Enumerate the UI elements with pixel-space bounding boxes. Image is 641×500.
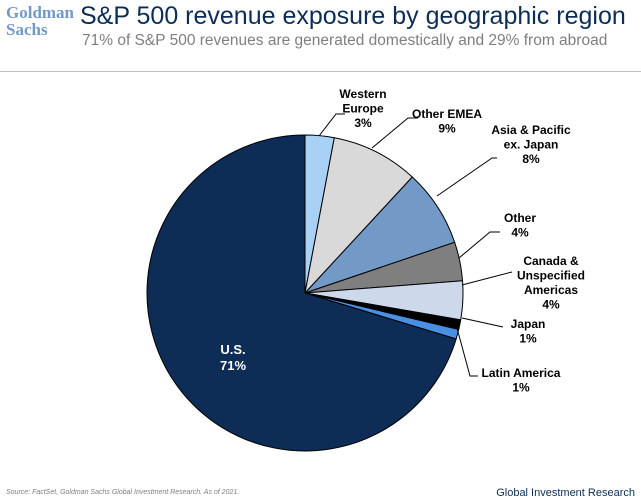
slice-label-other-emea: Other EMEA 9% bbox=[412, 107, 482, 136]
slice-label-us: U.S. 71% bbox=[220, 342, 246, 373]
goldman-sachs-logo: Goldman Sachs bbox=[6, 3, 75, 39]
slice-label-japan: Japan 1% bbox=[511, 317, 546, 346]
chart-title: S&P 500 revenue exposure by geographic r… bbox=[80, 2, 626, 30]
source-note: Source: FactSet, Goldman Sachs Global In… bbox=[6, 489, 240, 496]
footer-brand: Global Investment Research bbox=[496, 487, 635, 499]
leader-line-asia-pacific bbox=[436, 157, 497, 197]
leader-line-canada-americas bbox=[461, 271, 513, 286]
slice-label-western-europe: Western Europe 3% bbox=[339, 87, 386, 130]
logo-line-2: Sachs bbox=[6, 20, 48, 39]
leader-line-japan bbox=[461, 317, 504, 328]
logo-line-1: Goldman bbox=[6, 3, 75, 22]
chart-subtitle: 71% of S&P 500 revenues are generated do… bbox=[82, 32, 608, 49]
slice-label-other: Other 4% bbox=[504, 211, 536, 240]
leader-line-latin-america bbox=[456, 327, 478, 377]
slice-label-canada-americas: Canada & Unspecified Americas 4% bbox=[517, 254, 585, 312]
leader-line-other-emea bbox=[371, 117, 418, 149]
leader-line-western-europe bbox=[318, 113, 345, 137]
slice-label-asia-pacific: Asia & Pacific ex. Japan 8% bbox=[491, 123, 571, 166]
header-divider bbox=[0, 71, 641, 72]
slice-label-latin-america: Latin America 1% bbox=[482, 366, 561, 395]
pie-slice-other-emea bbox=[304, 137, 414, 295]
leader-line-other bbox=[458, 231, 500, 259]
pie-slice-us bbox=[146, 134, 457, 452]
